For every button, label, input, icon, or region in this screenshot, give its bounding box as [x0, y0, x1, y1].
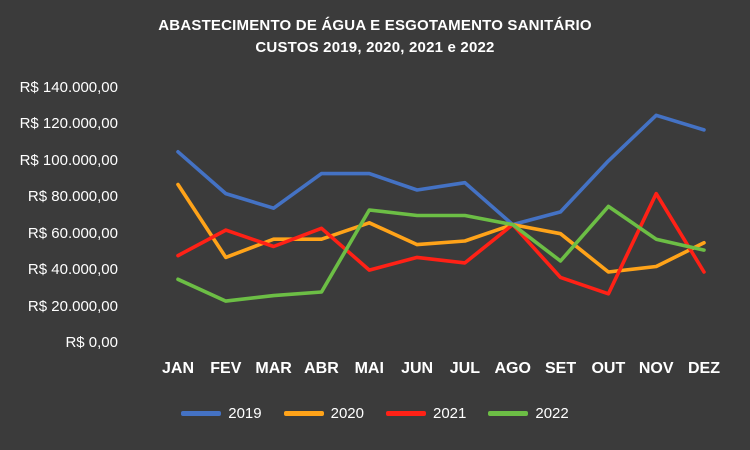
legend-swatch-2022 — [488, 411, 529, 416]
x-axis-label-JUL: JUL — [449, 360, 481, 377]
x-axis-label-DEZ: DEZ — [688, 360, 720, 377]
y-axis-tick-label: R$ 140.000,00 — [19, 79, 118, 96]
y-axis-tick-label: R$ 40.000,00 — [27, 261, 118, 279]
legend-item-2022: 2022 — [488, 405, 569, 422]
legend-item-2019: 2019 — [181, 405, 262, 422]
x-axis-label-JUN: JUN — [401, 360, 434, 377]
legend-label-2019: 2019 — [228, 405, 262, 422]
x-axis-label-AGO: AGO — [494, 360, 531, 377]
legend-label-2020: 2020 — [330, 405, 364, 422]
legend-swatch-2021 — [386, 411, 426, 416]
y-axis-tick-label: R$ 80.000,00 — [27, 188, 118, 206]
y-axis-tick-label: R$ 120.000,00 — [19, 115, 118, 133]
x-axis-label-FEV: FEV — [210, 360, 242, 377]
chart-title-line-2: CUSTOS 2019, 2020, 2021 e 2022 — [255, 39, 495, 56]
x-axis-label-MAI: MAI — [354, 360, 384, 377]
x-axis-label-OUT: OUT — [591, 360, 626, 377]
y-axis-tick-label: R$ 100.000,00 — [19, 151, 118, 169]
y-axis-tick-label: R$ 0,00 — [65, 334, 118, 351]
y-axis-tick-label: R$ 60.000,00 — [27, 224, 118, 242]
series-line-2022 — [176, 204, 706, 303]
x-axis-label-SET: SET — [544, 360, 577, 377]
legend-item-2020: 2020 — [283, 405, 364, 422]
legend-label-2022: 2022 — [535, 405, 569, 422]
x-axis-label-ABR: ABR — [304, 360, 339, 377]
chart-title: ABASTECIMENTO DE ÁGUA E ESGOTAMENTO SANI… — [0, 15, 750, 59]
legend-swatch-2019 — [181, 411, 222, 416]
legend-label-2021: 2021 — [433, 405, 467, 422]
x-axis-label-JAN: JAN — [161, 360, 194, 377]
chart-title-line-1: ABASTECIMENTO DE ÁGUA E ESGOTAMENTO SANI… — [158, 17, 592, 34]
legend-item-2021: 2021 — [386, 405, 466, 422]
x-axis-label-MAR: MAR — [255, 360, 292, 377]
legend: 2019 2020 2021 2022 — [0, 405, 750, 422]
series-line-2019 — [176, 113, 706, 227]
legend-swatch-2020 — [283, 411, 324, 416]
y-axis-tick-label: R$ 20.000,00 — [27, 297, 118, 315]
series-line-2021 — [176, 191, 706, 296]
x-axis-label-NOV: NOV — [638, 360, 674, 377]
